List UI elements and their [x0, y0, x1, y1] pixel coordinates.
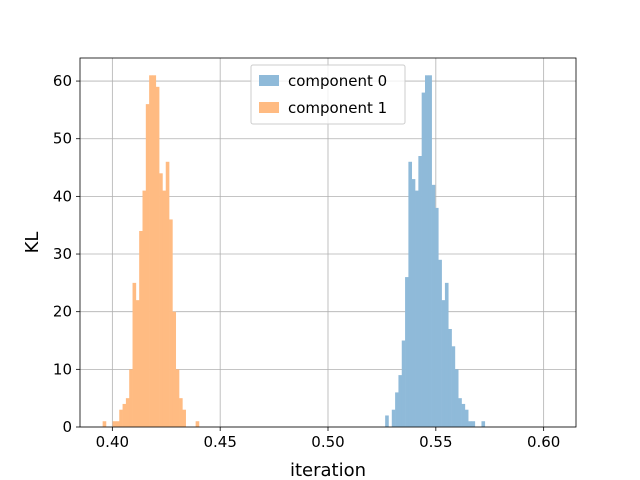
- histogram-bar: [444, 282, 449, 427]
- histogram-bar: [418, 156, 422, 427]
- legend-swatch: [259, 75, 279, 86]
- histogram-bar: [411, 179, 416, 427]
- histogram-bar: [179, 398, 183, 427]
- histogram-bar: [464, 409, 469, 427]
- histogram-bar: [421, 92, 426, 427]
- histogram-bar: [434, 207, 439, 427]
- histogram-bar: [152, 75, 157, 427]
- y-tick-label: 50: [53, 130, 72, 148]
- histogram-bar: [115, 421, 120, 427]
- histogram-bar: [415, 190, 419, 427]
- histogram-bar: [135, 300, 140, 427]
- histogram-bar: [428, 75, 432, 427]
- legend-box: [250, 64, 406, 125]
- x-tick-label: 0.40: [96, 433, 129, 451]
- y-tick-label: 30: [53, 245, 72, 263]
- y-tick-label: 10: [53, 360, 72, 378]
- histogram-bar: [468, 421, 472, 427]
- histogram-bar: [458, 398, 462, 427]
- histogram-bar: [149, 75, 153, 427]
- histogram-bar: [454, 369, 459, 427]
- y-axis-label: KL: [22, 232, 43, 254]
- histogram-bar: [391, 409, 396, 427]
- y-tick-label: 60: [53, 72, 72, 90]
- histogram-bar: [175, 369, 180, 427]
- series-1-bars: [102, 75, 200, 427]
- histogram-bar: [448, 328, 452, 427]
- histogram-bar: [129, 369, 133, 427]
- histogram-bar: [471, 421, 476, 427]
- x-axis-ticks: 0.40 0.45 0.50 0.55 0.60: [96, 427, 560, 451]
- histogram-bar: [182, 409, 186, 427]
- histogram-bar: [139, 230, 143, 427]
- histogram-bar: [395, 392, 399, 427]
- histogram-bar: [425, 75, 429, 427]
- y-tick-label: 0: [62, 418, 72, 436]
- histogram-bar: [102, 421, 107, 427]
- histogram-bar: [142, 190, 147, 427]
- histogram-bar: [132, 282, 137, 427]
- histogram-bar: [172, 311, 177, 427]
- legend-label: component 1: [288, 99, 387, 117]
- histogram-bar: [145, 104, 150, 427]
- histogram-bar: [408, 161, 413, 427]
- histogram-bar: [461, 403, 466, 427]
- histogram-bar: [195, 421, 200, 427]
- histogram-bar: [112, 421, 117, 427]
- histogram-bar: [438, 259, 442, 427]
- histogram-bar: [155, 86, 160, 427]
- y-tick-label: 20: [53, 303, 72, 321]
- histogram-bars: [102, 75, 486, 427]
- x-axis-label: iteration: [290, 460, 366, 480]
- x-tick-label: 0.45: [203, 433, 236, 451]
- histogram-bar: [451, 346, 456, 427]
- series-0-bars: [385, 75, 486, 427]
- histogram-bar: [385, 415, 389, 427]
- histogram-bar: [398, 375, 403, 427]
- legend: component 0 component 1: [250, 64, 406, 125]
- histogram-bar: [431, 184, 436, 427]
- histogram-bar: [441, 300, 446, 427]
- histogram-bar: [401, 340, 406, 427]
- x-tick-label: 0.55: [419, 433, 452, 451]
- histogram-bar: [481, 421, 486, 427]
- y-axis-ticks: 0 10 20 30 40 50 60: [53, 72, 80, 436]
- histogram-bar: [122, 403, 127, 427]
- legend-swatch: [259, 102, 279, 113]
- histogram-bar: [405, 277, 409, 427]
- legend-label: component 0: [288, 72, 387, 90]
- x-tick-label: 0.50: [311, 433, 344, 451]
- y-tick-label: 40: [53, 187, 72, 205]
- histogram-bar: [162, 190, 167, 427]
- histogram-bar: [165, 161, 170, 427]
- histogram-bar: [119, 409, 123, 427]
- histogram-bar: [159, 173, 163, 427]
- histogram-bar: [169, 219, 173, 427]
- histogram-bar: [125, 398, 130, 427]
- x-tick-label: 0.60: [527, 433, 560, 451]
